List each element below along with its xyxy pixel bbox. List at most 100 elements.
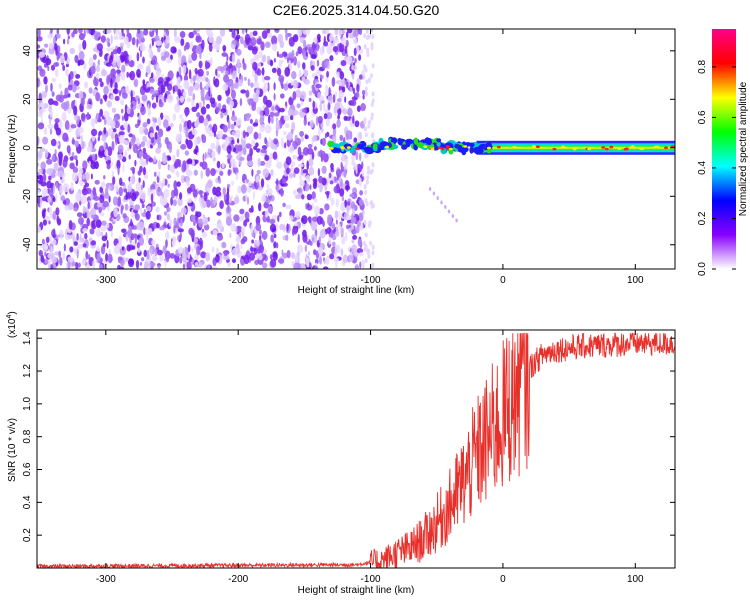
- heatmap-cell: [122, 213, 127, 219]
- heatmap-cell: [292, 109, 299, 116]
- heatmap-cell: [143, 227, 146, 236]
- heatmap-cell: [95, 229, 101, 237]
- heatmap-cell: [222, 45, 227, 52]
- heatmap-cell: [99, 264, 103, 269]
- heatmap-cell: [141, 203, 145, 209]
- heatmap-cell: [207, 264, 211, 269]
- heatmap-cell: [328, 102, 331, 111]
- heatmap-cell: [76, 212, 83, 218]
- heatmap-cell: [334, 250, 337, 260]
- heatmap-cell: [50, 245, 53, 256]
- heatmap-cell: [316, 42, 319, 52]
- heatmap-cell: [302, 169, 309, 175]
- heatmap-cell: [62, 132, 69, 142]
- heatmap-cell: [74, 54, 79, 64]
- heatmap-cell: [142, 147, 146, 154]
- heatmap-cell: [244, 33, 250, 43]
- heatmap-cell: [221, 162, 225, 169]
- heatmap-cell: [44, 259, 49, 265]
- heatmap-cell: [126, 106, 131, 115]
- heatmap-cell: [181, 89, 184, 94]
- heatmap-cell: [302, 108, 307, 113]
- heatmap-cell: [121, 29, 124, 33]
- heatmap-cell: [202, 216, 205, 222]
- heatmap-cell: [300, 100, 304, 106]
- heatmap-cell: [297, 60, 301, 69]
- heatmap-cell: [320, 128, 324, 133]
- heatmap-cell: [193, 82, 200, 91]
- heatmap-cell: [364, 132, 368, 138]
- heatmap-cell: [363, 117, 367, 123]
- heatmap-cell: [157, 249, 163, 256]
- heatmap-cell: [274, 29, 279, 32]
- heatmap-cell: [102, 243, 106, 248]
- heatmap-cell: [192, 93, 196, 101]
- heatmap-cell: [194, 137, 198, 147]
- heatmap-cell: [213, 130, 216, 138]
- heatmap-cell: [186, 187, 192, 194]
- heatmap-cell: [39, 223, 43, 228]
- heatmap-cell: [96, 43, 103, 52]
- heatmap-cell: [329, 33, 334, 42]
- heatmap-cell: [314, 258, 319, 265]
- heatmap-cell: [150, 193, 154, 204]
- heatmap-cell: [247, 180, 252, 187]
- heatmap-cell: [353, 137, 358, 143]
- heatmap-cell: [233, 121, 237, 126]
- heatmap-cell: [270, 169, 274, 177]
- heatmap-cell: [194, 159, 199, 164]
- heatmap-cell: [203, 192, 208, 202]
- heatmap-cell: [77, 262, 81, 268]
- heatmap-cell: [455, 218, 458, 223]
- heatmap-cell: [210, 142, 216, 150]
- heatmap-cell: [312, 237, 315, 242]
- heatmap-cell: [285, 156, 292, 166]
- heatmap-cell: [283, 131, 287, 136]
- heatmap-cell: [69, 246, 74, 253]
- heatmap-cell: [48, 220, 51, 225]
- heatmap-cell: [100, 245, 106, 255]
- heatmap-cell: [94, 179, 100, 185]
- heatmap-cell: [68, 202, 74, 211]
- heatmap-cell: [40, 181, 47, 187]
- heatmap-cell: [341, 154, 345, 162]
- heatmap-cell: [88, 237, 93, 242]
- heatmap-cell: [231, 53, 236, 63]
- heatmap-cell: [114, 95, 120, 102]
- heatmap-cell: [306, 204, 313, 211]
- heatmap-cell: [151, 239, 156, 246]
- heatmap-cell: [108, 185, 112, 191]
- heatmap-cell: [204, 60, 208, 70]
- heatmap-cell: [210, 56, 213, 65]
- heatmap-cell: [42, 209, 46, 219]
- heatmap-cell: [219, 200, 224, 210]
- heatmap-cell: [56, 29, 60, 35]
- heatmap-cell: [174, 36, 181, 43]
- heatmap-cell: [278, 59, 282, 68]
- heatmap-cell: [181, 164, 186, 173]
- heatmap-cell: [366, 52, 370, 58]
- heatmap-cell: [93, 54, 97, 60]
- heatmap-cell: [440, 200, 443, 205]
- snr-frame: [36, 329, 676, 569]
- heatmap-cell: [271, 43, 278, 52]
- heatmap-cell: [305, 51, 308, 57]
- heatmap-cell: [233, 82, 240, 90]
- heatmap-cell: [104, 192, 110, 199]
- heatmap-cell: [201, 199, 204, 205]
- heatmap-cell: [100, 226, 107, 232]
- heatmap-cell: [173, 217, 177, 226]
- heatmap-cell: [255, 175, 260, 182]
- heatmap-cell: [292, 34, 299, 43]
- heatmap-cell: [359, 152, 362, 162]
- heatmap-cell: [216, 160, 221, 169]
- heatmap-cell: [72, 137, 75, 145]
- heatmap-cell: [561, 145, 566, 149]
- heatmap-cell: [113, 54, 121, 63]
- heatmap-cell: [325, 255, 330, 266]
- heatmap-cell: [183, 74, 189, 82]
- heatmap-cell: [73, 241, 78, 246]
- heatmap-cell: [168, 218, 173, 227]
- heatmap-cell: [193, 169, 198, 176]
- heatmap-cell: [39, 108, 44, 119]
